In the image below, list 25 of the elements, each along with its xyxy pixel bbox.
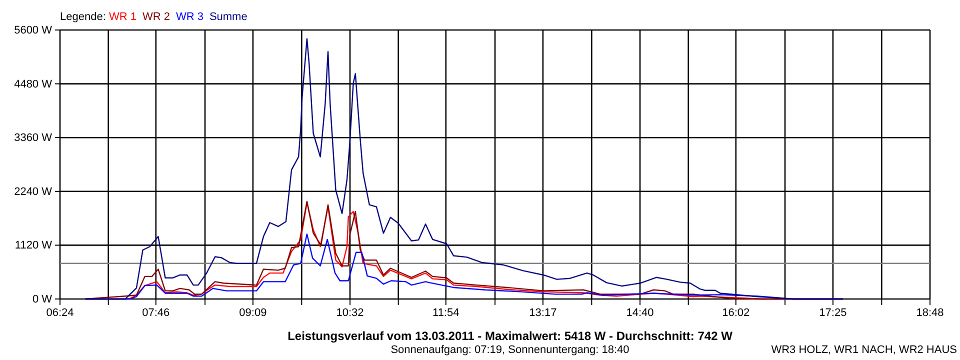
text: WR3 HOLZ, WR1 NACH, WR2 HAUS — [771, 344, 957, 356]
x-tick-label: 11:54 — [432, 306, 460, 319]
y-tick-label: 4480 W — [14, 78, 53, 90]
x-tick-label: 14:40 — [626, 306, 654, 319]
y-tick-label: 0 W — [32, 294, 53, 306]
text: WR 3 — [176, 11, 204, 23]
x-tick-label: 09:09 — [239, 306, 267, 319]
x-tick-label: 06:24 — [46, 306, 74, 319]
x-tick-label: 16:02 — [722, 306, 750, 319]
x-tick-label: 07:46 — [142, 306, 170, 319]
text: WR 2 — [142, 11, 170, 23]
x-tick-label: 10:32 — [336, 306, 364, 319]
x-tick-label: 17:25 — [819, 306, 847, 319]
legend-title: Legende: — [60, 11, 109, 23]
text: WR 1 — [108, 11, 136, 23]
y-tick-label: 2240 W — [14, 186, 53, 198]
x-tick-label: 13:17 — [529, 306, 557, 319]
text: Summe — [209, 11, 248, 23]
y-tick-label: 5600 W — [14, 24, 53, 37]
text: Sonnenaufgang: 07:19, Sonnenuntergang: 18:40 — [390, 344, 630, 356]
line-series — [84, 38, 844, 300]
y-tick-label: 3360 W — [14, 132, 53, 144]
x-tick-label: 18:48 — [916, 306, 944, 319]
x-axis-title: Leistungsverlauf vom 13.03.2011 - Maximalwert: 5418 W - Durchschnitt: 742 W — [288, 329, 734, 343]
y-tick-label: 1120 W — [14, 240, 53, 252]
